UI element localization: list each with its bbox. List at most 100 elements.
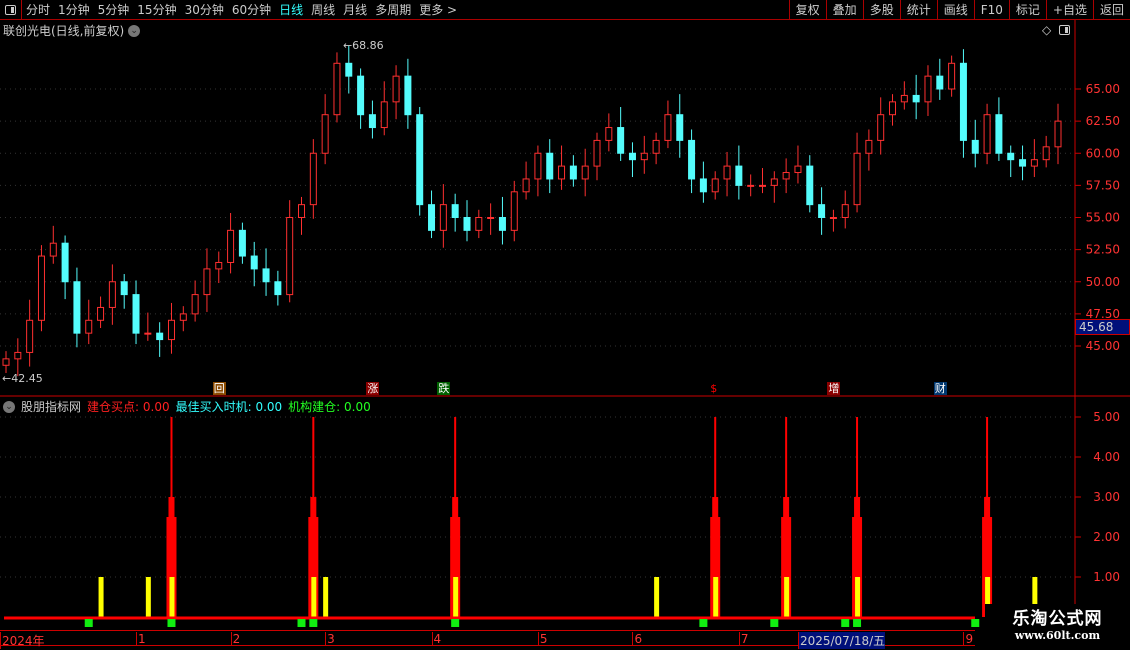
red-spike-base — [982, 517, 993, 617]
candle-body — [853, 152, 861, 206]
chevron-down-icon[interactable]: ⌄ — [128, 24, 141, 37]
toolbar-button-7[interactable]: +自选 — [1045, 0, 1093, 20]
green-mark — [853, 619, 862, 627]
candlestick-chart[interactable]: 65.00 62.50 60.00 57.50 55.00 52.50 50.00 47.50… — [0, 0, 1130, 397]
candle-body — [298, 204, 306, 218]
price-tick-label: 55.00 — [1086, 211, 1120, 225]
tab-period-10[interactable]: 更多 > — [419, 3, 458, 17]
tab-period-3[interactable]: 15分钟 — [137, 3, 177, 17]
red-spike-base — [308, 517, 319, 617]
candle-body — [416, 114, 424, 206]
yellow-bar — [654, 577, 660, 617]
price-tick-label: 45.00 — [1086, 339, 1120, 353]
event-marker[interactable]: 跌 — [437, 382, 451, 395]
date-label: 2 — [230, 632, 241, 646]
candle-body — [487, 217, 495, 219]
candle-body — [1007, 152, 1015, 161]
indicator-value-best-buy: 最佳买入时机: 0.00 — [175, 400, 283, 414]
candle-body — [167, 319, 175, 341]
indicator-tick-label: 3.00 — [1093, 490, 1120, 504]
red-spike-base — [450, 517, 461, 617]
price-tick-label: 52.50 — [1086, 243, 1120, 257]
candle-body — [664, 114, 672, 141]
indicator-tick-label: 2.00 — [1093, 530, 1120, 544]
candle-body — [735, 165, 743, 186]
yellow-bar — [713, 577, 719, 617]
date-label: 9 — [963, 632, 974, 646]
toolbar-button-1[interactable]: 叠加 — [825, 0, 863, 20]
candle-body — [806, 165, 814, 206]
candle-body — [711, 178, 719, 193]
chevron-down-icon[interactable]: ⌄ — [3, 400, 15, 413]
red-spike-base — [166, 517, 177, 617]
red-spike-top — [312, 417, 315, 497]
tab-period-4[interactable]: 30分钟 — [184, 3, 224, 17]
toolbar-button-2[interactable]: 多股 — [862, 0, 900, 20]
candle-body — [688, 139, 696, 180]
event-marker[interactable]: 财 — [933, 382, 947, 395]
panel-icon — [5, 4, 16, 15]
price-tick-label: 60.00 — [1086, 146, 1120, 160]
candle-body — [569, 165, 577, 180]
toolbar-button-6[interactable]: 标记 — [1008, 0, 1046, 20]
red-spike-top — [170, 417, 173, 497]
red-spike-top — [454, 417, 457, 497]
tab-period-1[interactable]: 1分钟 — [58, 3, 90, 17]
candle-body — [357, 75, 365, 116]
event-marker[interactable]: 增 — [827, 382, 841, 395]
yellow-bar — [145, 577, 151, 617]
indicator-value-build: 建仓买点: 0.00 — [87, 400, 170, 414]
candle-body — [747, 184, 755, 187]
candle-body — [498, 217, 506, 231]
red-spike-mid — [168, 497, 175, 517]
event-marker[interactable]: $ — [710, 382, 718, 395]
tab-period-0[interactable]: 分时 — [26, 3, 51, 17]
candle-body — [120, 281, 128, 296]
panel-icon[interactable] — [1059, 25, 1071, 35]
candle-body — [1019, 159, 1027, 167]
indicator-chart[interactable]: 5.00 4.00 3.00 2.00 1.00 — [0, 397, 1130, 647]
candle-body — [546, 152, 554, 180]
event-marker[interactable]: 回 — [212, 382, 226, 395]
green-mark — [451, 619, 460, 627]
toolbar-button-8[interactable]: 返回 — [1092, 0, 1130, 20]
candle-body — [49, 242, 57, 257]
red-spike-base — [710, 517, 721, 617]
red-spike-top — [785, 417, 788, 497]
tab-period-8[interactable]: 月线 — [343, 3, 368, 17]
candle-body — [286, 217, 294, 296]
red-spike-mid — [854, 497, 861, 517]
yellow-bar — [855, 577, 861, 617]
candle-body — [948, 62, 956, 90]
candle-body — [558, 165, 566, 180]
candle-body — [475, 217, 483, 231]
candle-body — [605, 127, 613, 141]
candle-body — [936, 75, 944, 90]
toolbar-button-5[interactable]: F10 — [973, 0, 1009, 20]
tab-period-2[interactable]: 5分钟 — [97, 3, 130, 17]
candle-body — [309, 152, 317, 206]
tab-period-5[interactable]: 60分钟 — [231, 3, 272, 17]
red-spike-top — [856, 417, 859, 497]
candle-body — [97, 306, 105, 321]
candle-body — [250, 255, 258, 270]
toolbar-button-4[interactable]: 画线 — [936, 0, 974, 20]
tab-period-9[interactable]: 多周期 — [375, 3, 412, 17]
tab-period-7[interactable]: 周线 — [311, 3, 336, 17]
toolbar-button-0[interactable]: 复权 — [788, 0, 826, 20]
yellow-bar — [784, 577, 790, 617]
candle-body — [439, 204, 447, 231]
candle-body — [380, 101, 388, 129]
event-marker[interactable]: 涨 — [366, 382, 380, 395]
candle-body — [900, 94, 908, 103]
tab-period-6[interactable]: 日线 — [279, 3, 304, 17]
stock-title: 联创光电(日线,前复权) — [3, 24, 125, 38]
candle-body — [924, 75, 932, 103]
toolbar-button-3[interactable]: 统计 — [899, 0, 937, 20]
candle-body — [522, 178, 530, 193]
candle-body — [581, 165, 589, 180]
panel-toggle-button[interactable] — [0, 0, 22, 20]
candle-body — [865, 139, 873, 154]
diamond-icon[interactable]: ◇ — [1042, 23, 1052, 37]
candle-body — [463, 217, 471, 231]
